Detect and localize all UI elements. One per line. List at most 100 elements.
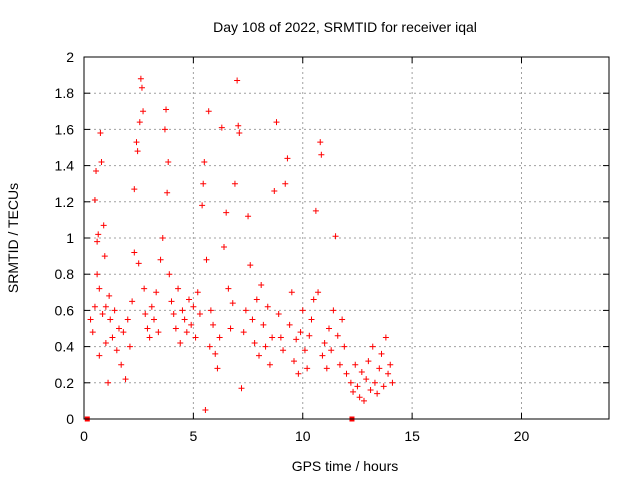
data-point <box>164 189 171 196</box>
data-point <box>186 296 192 303</box>
y-tick-label: 0.2 <box>55 375 75 391</box>
data-point <box>354 383 361 390</box>
data-point <box>216 334 223 341</box>
data-point <box>126 343 133 350</box>
data-point <box>236 130 243 137</box>
data-point <box>199 202 206 209</box>
data-point <box>100 222 107 229</box>
data-point <box>93 168 100 175</box>
data-point <box>155 329 162 336</box>
y-tick-label: 2 <box>66 49 74 65</box>
data-point <box>120 329 127 336</box>
data-point <box>387 361 394 368</box>
data-point <box>109 334 116 341</box>
x-tick-label: 0 <box>80 428 88 444</box>
data-point <box>330 307 337 314</box>
data-point <box>142 311 149 318</box>
data-point <box>323 365 330 372</box>
data-point <box>218 124 225 131</box>
data-point <box>148 303 155 310</box>
data-point <box>231 180 238 187</box>
y-tick-label: 0 <box>66 411 74 427</box>
data-point <box>153 289 160 296</box>
data-point <box>179 307 186 314</box>
data-point <box>273 119 280 126</box>
data-point <box>240 329 247 336</box>
data-point <box>310 296 317 303</box>
data-point <box>138 84 145 91</box>
data-point <box>301 347 308 354</box>
grid <box>84 57 609 419</box>
data-point <box>212 350 219 357</box>
y-tick-label: 1.2 <box>55 194 75 210</box>
data-point <box>131 249 138 256</box>
y-tick-label: 0.8 <box>55 266 75 282</box>
data-point <box>238 385 245 392</box>
data-point <box>347 379 354 386</box>
data-point <box>378 350 385 357</box>
data-point <box>166 271 173 278</box>
x-tick-label: 20 <box>514 428 530 444</box>
data-point <box>356 394 363 401</box>
data-point <box>122 376 129 383</box>
data-point <box>343 370 350 377</box>
x-tick-label: 15 <box>404 428 420 444</box>
data-point <box>223 209 230 216</box>
data-point <box>380 383 387 390</box>
y-axis-label: SRMTID / TECUs <box>5 183 21 293</box>
data-point <box>319 352 326 359</box>
data-point <box>105 379 112 386</box>
x-tick-label: 10 <box>295 428 311 444</box>
y-tick-label: 1 <box>66 230 74 246</box>
data-point <box>365 358 372 365</box>
data-point <box>203 256 210 263</box>
data-point <box>225 285 232 292</box>
data-point <box>389 379 396 386</box>
chart-title: Day 108 of 2022, SRMTID for receiver iqa… <box>213 19 477 35</box>
data-point <box>317 139 324 146</box>
data-point <box>266 361 273 368</box>
data-point <box>87 316 94 323</box>
data-point <box>229 300 236 307</box>
data-point <box>264 303 271 310</box>
data-point <box>137 75 144 82</box>
data-point <box>161 126 168 133</box>
data-point <box>282 180 289 187</box>
data-point <box>297 329 304 336</box>
data-point <box>245 213 252 220</box>
data-point <box>102 339 109 346</box>
data-point <box>102 303 109 310</box>
data-point <box>118 361 125 368</box>
data-point <box>91 303 98 310</box>
data-point <box>361 397 367 404</box>
data-point <box>256 352 262 359</box>
data-point <box>308 316 315 323</box>
data-point <box>190 303 197 310</box>
data-point <box>200 180 207 187</box>
data-point <box>299 307 306 314</box>
y-tick-label: 1.6 <box>55 121 75 137</box>
data-point <box>275 311 282 318</box>
data-point <box>367 387 374 394</box>
data-points <box>84 75 396 422</box>
data-point <box>116 325 122 332</box>
data-point <box>136 119 143 126</box>
data-point <box>172 325 179 332</box>
data-point <box>163 106 170 113</box>
data-point <box>134 148 141 155</box>
data-point <box>318 151 325 158</box>
data-point <box>242 307 249 314</box>
data-point <box>113 347 120 354</box>
data-point <box>341 343 348 350</box>
data-point <box>234 77 241 84</box>
data-point <box>210 321 217 328</box>
data-point <box>202 406 209 413</box>
data-point <box>91 196 98 203</box>
data-point <box>177 339 184 346</box>
data-point <box>376 365 383 372</box>
data-point <box>181 316 188 323</box>
data-point <box>192 334 199 341</box>
data-point <box>157 256 164 263</box>
data-point <box>144 325 151 332</box>
